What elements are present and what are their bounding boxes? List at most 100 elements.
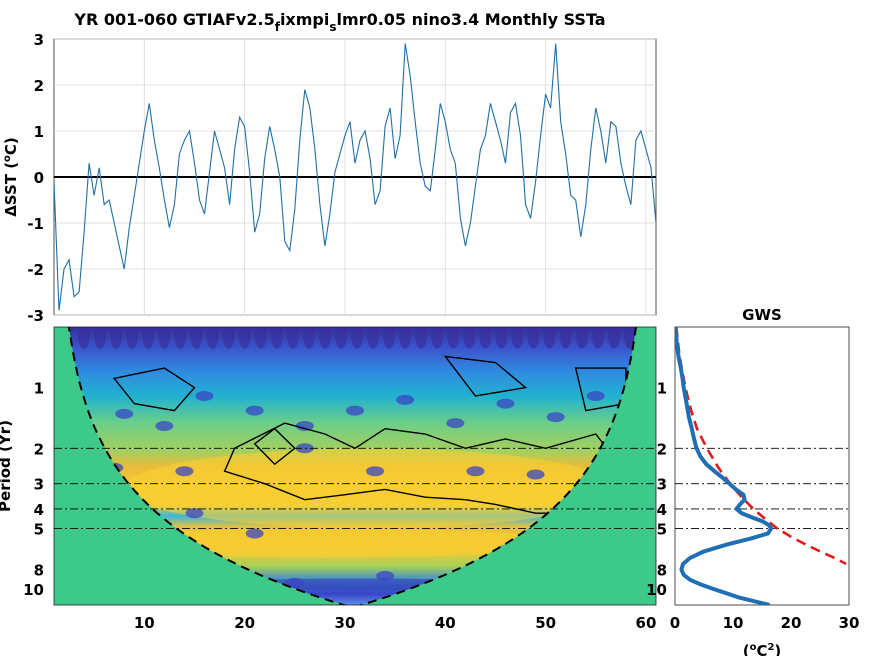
low-power-spot bbox=[110, 327, 123, 349]
low-power-spot bbox=[175, 466, 194, 477]
low-power-spot bbox=[591, 327, 604, 349]
low-power-spot bbox=[254, 327, 267, 349]
gws-title: GWS bbox=[742, 306, 782, 324]
low-power-spot bbox=[575, 327, 588, 349]
significance-contour bbox=[443, 355, 528, 397]
timeseries-y-tick-label: -3 bbox=[27, 307, 44, 325]
low-power-spot bbox=[295, 443, 314, 454]
timeseries-grid bbox=[54, 38, 656, 316]
low-power-spot bbox=[447, 327, 460, 349]
low-power-spot bbox=[318, 327, 331, 349]
low-power-spot bbox=[463, 327, 476, 349]
gws-x-ticks: 0 10 20 30 bbox=[670, 614, 860, 632]
wavelet-x-tick-label: 10 bbox=[134, 614, 155, 632]
low-power-spot bbox=[185, 508, 204, 519]
low-power-spot bbox=[399, 327, 412, 349]
low-power-spot bbox=[367, 327, 380, 349]
wavelet-y-tick-label: 5 bbox=[34, 520, 44, 538]
timeseries-y-tick-label: 0 bbox=[34, 169, 44, 187]
low-power-spot bbox=[396, 394, 415, 405]
low-power-spot bbox=[206, 327, 219, 349]
low-power-spot bbox=[334, 327, 347, 349]
chart-title: YR 001-060 GTIAFv2.5fixmpislmr0.05 nino3… bbox=[73, 10, 605, 34]
low-power-spot bbox=[155, 420, 174, 431]
gws-y-tick-label: 5 bbox=[657, 520, 667, 538]
timeseries-y-tick-label: 2 bbox=[34, 77, 44, 95]
low-power-spot bbox=[78, 327, 91, 349]
low-power-spot bbox=[415, 327, 428, 349]
low-power-spot bbox=[126, 327, 139, 349]
low-power-spot bbox=[115, 408, 134, 419]
low-power-spot bbox=[245, 528, 264, 539]
cone-of-influence bbox=[67, 327, 637, 605]
low-power-spot bbox=[526, 469, 545, 480]
gws-plot-area bbox=[674, 326, 850, 606]
low-power-spot bbox=[511, 327, 524, 349]
wavelet-y-tick-label: 4 bbox=[34, 501, 44, 519]
wavelet-plot-frame bbox=[53, 326, 657, 606]
low-power-spot bbox=[607, 327, 620, 349]
wavelet-reference-lines bbox=[54, 447, 656, 529]
wavelet-x-tick-label: 40 bbox=[435, 614, 456, 632]
timeseries-y-label: ΔSST (oC) bbox=[2, 137, 20, 217]
wavelet-x-tick-label: 60 bbox=[636, 614, 657, 632]
wavelet-x-tick-label: 50 bbox=[535, 614, 556, 632]
gws-y-tick-label: 4 bbox=[657, 501, 667, 519]
gws-y-tick-label: 10 bbox=[646, 581, 667, 599]
low-power-spot bbox=[351, 327, 364, 349]
low-power-spot bbox=[174, 327, 187, 349]
low-power-spot bbox=[543, 327, 556, 349]
low-power-spot bbox=[295, 420, 314, 431]
low-power-spot bbox=[586, 390, 605, 401]
wavelet-y-label: Period (Yr) bbox=[0, 420, 14, 512]
wavelet-y-tick-label: 2 bbox=[34, 440, 44, 458]
wavelet-y-ticks: 1 2 3 45 810 bbox=[23, 380, 44, 599]
wavelet-y-tick-label: 3 bbox=[34, 476, 44, 494]
low-power-spot bbox=[495, 327, 508, 349]
low-power-spot bbox=[346, 405, 364, 416]
timeseries-y-tick-label: -1 bbox=[27, 215, 44, 233]
sst-anomaly-line bbox=[54, 43, 656, 311]
low-power-spot bbox=[190, 327, 203, 349]
gws-y-ticks: 1 2 3 45 810 bbox=[646, 380, 667, 599]
low-power-spot bbox=[546, 412, 565, 423]
gws-x-tick-label: 20 bbox=[781, 614, 802, 632]
significance-contour bbox=[112, 367, 196, 412]
low-power-spot bbox=[366, 466, 385, 477]
gws-x-tick-label: 0 bbox=[670, 614, 680, 632]
low-power-spot bbox=[286, 327, 299, 349]
low-power-spot bbox=[376, 570, 395, 581]
timeseries-y-tick-label: 3 bbox=[34, 31, 44, 49]
gws-y-tick-label: 3 bbox=[657, 476, 667, 494]
low-power-spot bbox=[238, 327, 251, 349]
gws-x-label: (oC2) bbox=[743, 642, 782, 656]
timeseries-panel: 3 2 1 0 -1 -2 -3 ΔSST (oC) bbox=[2, 31, 657, 325]
wavelet-x-tick-label: 20 bbox=[234, 614, 255, 632]
low-power-spot bbox=[142, 327, 155, 349]
low-power-spot bbox=[94, 327, 107, 349]
low-power-spot bbox=[270, 327, 283, 349]
low-power-spot bbox=[302, 327, 315, 349]
gws-reference-lines bbox=[675, 447, 849, 529]
wavelet-y-tick-label: 1 bbox=[34, 380, 44, 398]
gws-x-tick-label: 10 bbox=[723, 614, 744, 632]
low-power-spot bbox=[527, 327, 540, 349]
low-power-spot bbox=[158, 327, 171, 349]
timeseries-y-tick-label: 1 bbox=[34, 123, 44, 141]
gws-x-tick-label: 30 bbox=[839, 614, 860, 632]
low-power-spot bbox=[431, 327, 444, 349]
low-power-spot bbox=[285, 577, 304, 588]
low-power-spot bbox=[479, 327, 492, 349]
power-band bbox=[124, 448, 616, 529]
gws-power-curve bbox=[675, 327, 774, 605]
low-power-spot bbox=[466, 466, 485, 477]
gws-y-tick-label: 2 bbox=[657, 440, 667, 458]
wavelet-x-ticks: 10 20 30 40 50 60 bbox=[134, 614, 657, 632]
timeseries-y-tick-label: -2 bbox=[27, 261, 44, 279]
gws-y-tick-label: 8 bbox=[657, 562, 667, 580]
timeseries-y-ticks: 3 2 1 0 -1 -2 -3 bbox=[27, 31, 44, 325]
gws-y-tick-label: 1 bbox=[657, 380, 667, 398]
low-power-spot bbox=[195, 390, 214, 401]
